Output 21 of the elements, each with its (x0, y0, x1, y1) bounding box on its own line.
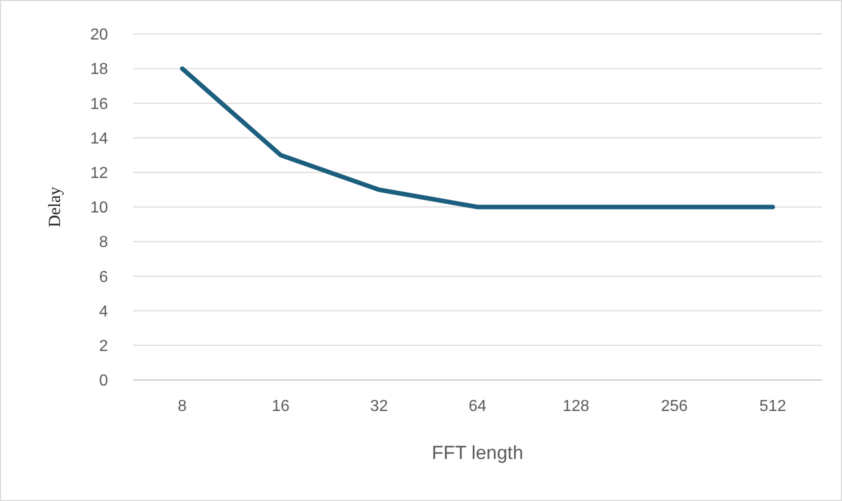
x-tick-label: 256 (661, 398, 688, 415)
y-tick-label: 16 (90, 96, 108, 113)
x-tick-label: 16 (272, 398, 290, 415)
x-tick-label: 128 (562, 398, 590, 415)
y-tick-label: 20 (90, 26, 108, 44)
y-axis-title: Delay (45, 186, 64, 228)
y-tick-label: 18 (90, 61, 108, 78)
y-tick-label: 2 (99, 338, 108, 355)
y-tick-label: 10 (90, 200, 108, 217)
y-tick-label: 0 (99, 372, 108, 390)
y-tick-label: 6 (99, 268, 108, 286)
line-series (180, 66, 776, 210)
x-tick-label: 8 (178, 398, 187, 415)
y-tick-label: 4 (99, 303, 108, 320)
x-axis-title: FFT length (432, 443, 524, 464)
y-tick-label: 8 (99, 234, 108, 252)
y-tick-label: 14 (90, 130, 108, 148)
y-tick-label: 12 (90, 165, 108, 182)
x-tick-label: 64 (468, 398, 486, 415)
x-tick-label: 32 (370, 398, 388, 415)
x-tick-label: 512 (759, 398, 786, 415)
